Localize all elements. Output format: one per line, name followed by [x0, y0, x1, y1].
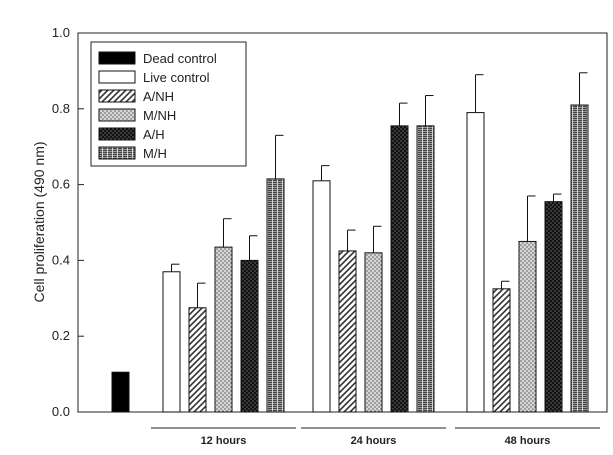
bar [570, 104, 589, 413]
y-tick-label: 0.4 [52, 252, 70, 267]
legend-label: M/NH [143, 108, 176, 123]
bar [518, 240, 537, 413]
legend-label: Live control [143, 70, 210, 85]
bar [240, 259, 259, 413]
y-tick-label: 0.6 [52, 177, 70, 192]
legend-label: A/NH [143, 89, 174, 104]
legend-swatch [98, 51, 136, 65]
group-label: 24 hours [351, 435, 397, 447]
legend-swatch [98, 146, 136, 160]
group-label: 12 hours [201, 435, 247, 447]
legend-swatch [98, 89, 136, 103]
legend-label: Dead control [143, 51, 217, 66]
y-tick-label: 0.8 [52, 101, 70, 116]
y-tick-label: 1.0 [52, 25, 70, 40]
legend-swatch [98, 70, 136, 84]
legend-label: A/H [143, 127, 165, 142]
legend-swatch [98, 108, 136, 122]
bar [266, 178, 285, 413]
bar [338, 250, 357, 413]
legend-swatch [98, 127, 136, 141]
bar [162, 271, 181, 413]
y-axis-title: Cell proliferation (490 nm) [31, 141, 47, 302]
bar [312, 180, 331, 413]
bars [111, 72, 589, 413]
bar [492, 288, 511, 413]
y-tick-label: 0.0 [52, 404, 70, 419]
bar [416, 125, 435, 413]
legend-label: M/H [143, 146, 167, 161]
bar [544, 201, 563, 413]
group-label: 48 hours [505, 435, 551, 447]
bar [214, 246, 233, 413]
bar [364, 252, 383, 413]
y-tick-label: 0.2 [52, 328, 70, 343]
y-axis: 0.0 0.2 0.4 0.6 0.8 1.0 [52, 25, 84, 419]
bar [111, 371, 130, 413]
bar [466, 112, 485, 413]
group-axis: 12 hours 24 hours 48 hours [151, 427, 600, 447]
bar [390, 125, 409, 413]
bar [188, 307, 207, 413]
legend: Dead control Live control A/NH M/NH A/H M/H [90, 41, 247, 167]
